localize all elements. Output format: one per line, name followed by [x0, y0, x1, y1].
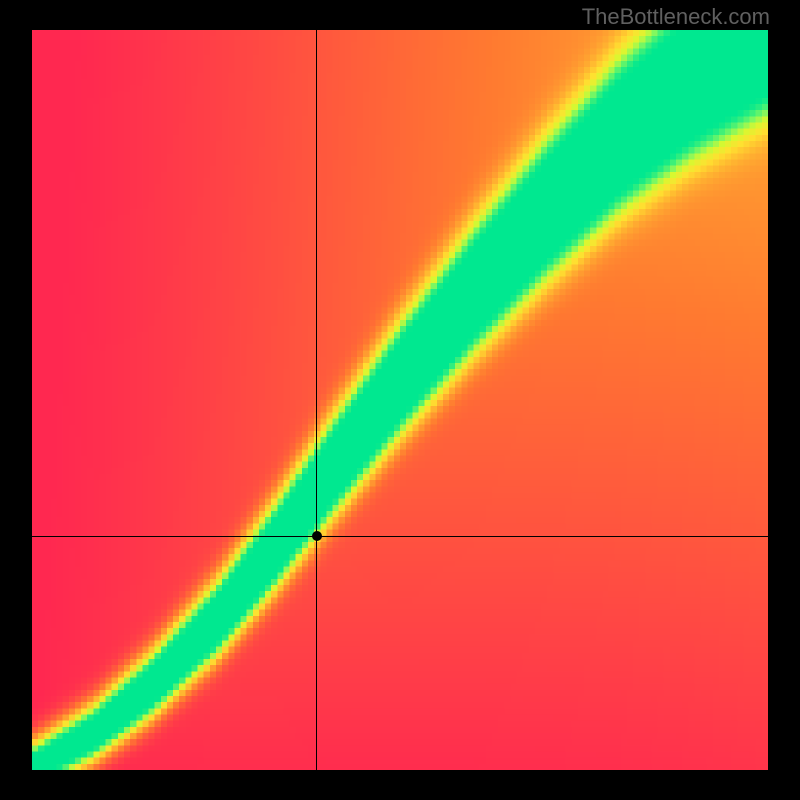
data-point-marker: [312, 531, 322, 541]
crosshair-horizontal: [32, 536, 768, 537]
watermark-text: TheBottleneck.com: [582, 4, 770, 30]
bottleneck-heatmap: [32, 30, 768, 770]
chart-container: TheBottleneck.com: [0, 0, 800, 800]
crosshair-vertical: [316, 30, 317, 770]
